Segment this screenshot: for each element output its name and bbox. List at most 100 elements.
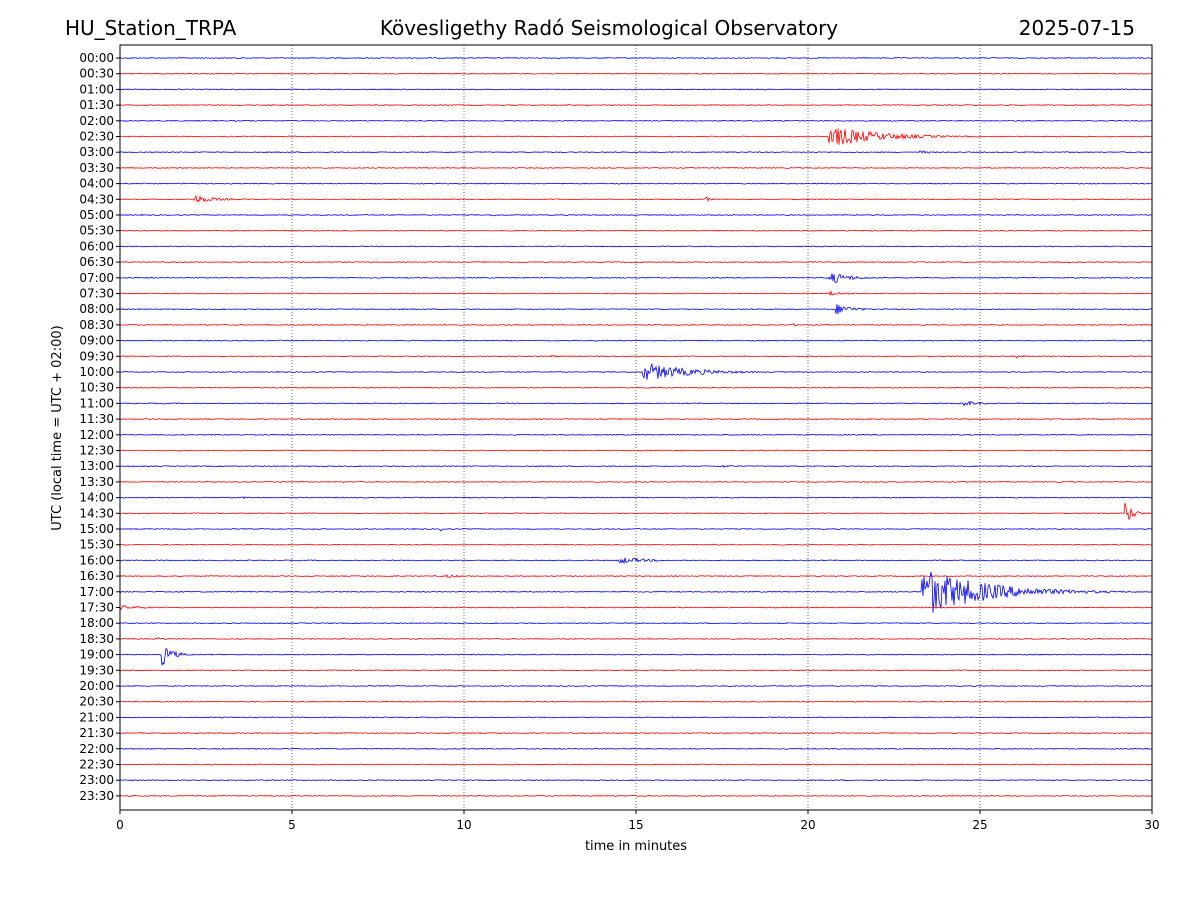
trace-2200 — [119, 747, 1153, 750]
trace-1200 — [119, 433, 1153, 436]
trace-0630 — [119, 261, 1153, 264]
x-axis-label: time in minutes — [585, 839, 687, 854]
trace-2100 — [119, 716, 1153, 719]
x-tick-label: 10 — [456, 818, 471, 832]
y-tick-label: 22:00 — [79, 742, 114, 756]
trace-0300 — [119, 150, 1153, 154]
y-tick-label: 03:30 — [79, 161, 114, 175]
trace-0030 — [119, 72, 1153, 75]
y-tick-label: 14:30 — [79, 506, 114, 520]
trace-2300 — [119, 779, 1153, 782]
trace-0430 — [119, 194, 1153, 203]
y-tick-label: 08:30 — [79, 318, 114, 332]
y-tick-label: 15:00 — [79, 522, 114, 536]
x-tick-label: 20 — [800, 818, 815, 832]
trace-0800 — [119, 304, 1153, 315]
y-tick-label: 13:30 — [79, 475, 114, 489]
trace-1230 — [119, 449, 1153, 452]
y-tick-label: 02:00 — [79, 114, 114, 128]
y-tick-label: 16:30 — [79, 569, 114, 583]
x-axis-ticks: 0 5 10 15 20 25 30 — [116, 810, 1160, 832]
trace-0130 — [119, 104, 1153, 107]
x-tick-label: 15 — [628, 818, 643, 832]
y-tick-label: 05:30 — [79, 224, 114, 238]
y-tick-label: 09:30 — [79, 349, 114, 363]
y-tick-label: 07:30 — [79, 287, 114, 301]
trace-0000 — [119, 57, 1153, 59]
y-tick-label: 01:30 — [79, 98, 114, 112]
trace-0600 — [119, 245, 1153, 248]
trace-1530 — [119, 543, 1153, 546]
y-tick-label: 14:00 — [79, 491, 114, 505]
y-tick-label: 09:00 — [79, 334, 114, 348]
trace-0530 — [119, 229, 1153, 232]
y-tick-label: 20:30 — [79, 695, 114, 709]
trace-1400 — [119, 496, 1153, 500]
trace-0900 — [119, 339, 1153, 342]
y-tick-label: 05:00 — [79, 208, 114, 222]
y-tick-label: 06:30 — [79, 255, 114, 269]
y-tick-label: 23:30 — [79, 789, 114, 803]
y-tick-label: 11:30 — [79, 412, 114, 426]
trace-1330 — [119, 480, 1153, 483]
y-tick-label: 18:00 — [79, 616, 114, 630]
trace-1600 — [119, 557, 1153, 565]
y-tick-label: 12:00 — [79, 428, 114, 442]
y-tick-label: 22:30 — [79, 758, 114, 772]
trace-1030 — [119, 386, 1153, 389]
y-tick-label: 03:00 — [79, 145, 114, 159]
y-tick-label: 18:30 — [79, 632, 114, 646]
trace-2030 — [119, 700, 1153, 703]
trace-0700 — [119, 273, 1153, 283]
y-tick-label: 15:30 — [79, 538, 114, 552]
trace-2330 — [119, 794, 1153, 797]
trace-0930 — [119, 354, 1153, 359]
y-tick-label: 23:00 — [79, 773, 114, 787]
y-tick-label: 10:00 — [79, 365, 114, 379]
x-tick-label: 5 — [288, 818, 296, 832]
y-tick-label: 13:00 — [79, 459, 114, 473]
trace-1800 — [119, 622, 1153, 625]
station-name: HU_Station_TRPA — [65, 16, 237, 40]
trace-0100 — [119, 88, 1153, 91]
trace-2230 — [119, 763, 1153, 766]
trace-1130 — [119, 418, 1153, 421]
y-tick-label: 11:00 — [79, 396, 114, 410]
trace-1430 — [119, 502, 1153, 521]
trace-1730 — [119, 605, 1153, 611]
trace-1900 — [119, 647, 1153, 666]
y-tick-label: 08:00 — [79, 302, 114, 316]
trace-0230 — [119, 128, 1153, 145]
y-tick-label: 21:30 — [79, 726, 114, 740]
y-tick-label: 07:00 — [79, 271, 114, 285]
y-tick-label: 00:00 — [79, 51, 114, 65]
y-tick-label: 00:30 — [79, 67, 114, 81]
chart-title: Kövesligethy Radó Seismological Observat… — [380, 16, 838, 40]
record-date: 2025-07-15 — [1019, 16, 1135, 40]
y-tick-label: 20:00 — [79, 679, 114, 693]
trace-1500 — [119, 528, 1153, 532]
plot-frame — [119, 44, 1153, 811]
trace-0400 — [119, 182, 1153, 185]
vertical-gridlines — [291, 45, 981, 810]
y-axis-label: UTC (local time = UTC + 02:00) — [50, 325, 65, 530]
trace-0730 — [119, 289, 1153, 297]
trace-0500 — [119, 213, 1153, 217]
trace-0330 — [119, 166, 1153, 169]
y-tick-label: 01:00 — [79, 82, 114, 96]
x-tick-label: 25 — [972, 818, 987, 832]
y-tick-label: 02:30 — [79, 130, 114, 144]
y-tick-label: 21:00 — [79, 710, 114, 724]
y-tick-label: 04:30 — [79, 192, 114, 206]
trace-1000 — [119, 362, 1153, 380]
trace-1300 — [119, 464, 1153, 468]
y-tick-label: 06:00 — [79, 239, 114, 253]
y-tick-label: 17:00 — [79, 585, 114, 599]
y-tick-label: 19:30 — [79, 663, 114, 677]
trace-2130 — [119, 732, 1153, 735]
y-tick-label: 12:30 — [79, 444, 114, 458]
trace-0830 — [119, 323, 1153, 327]
y-tick-label: 17:30 — [79, 601, 114, 615]
